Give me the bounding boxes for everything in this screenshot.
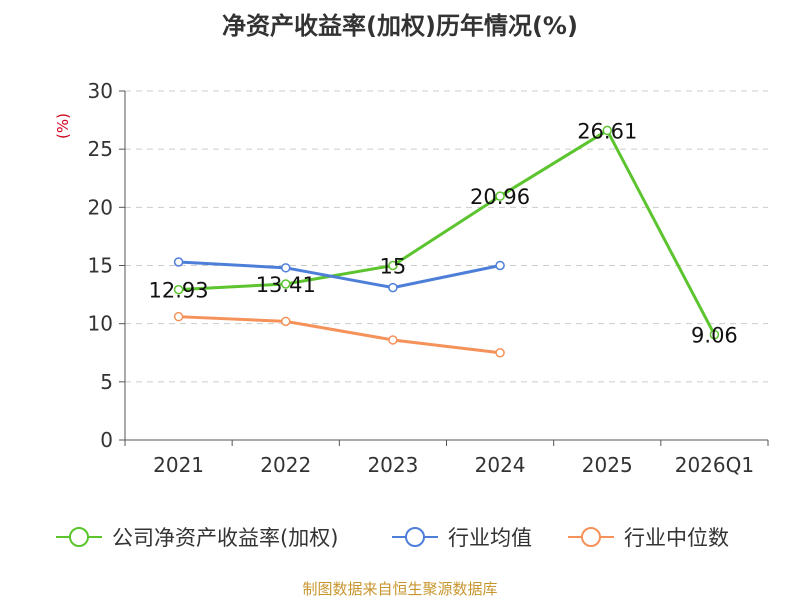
data-point: [281, 263, 291, 273]
data-point: [388, 260, 398, 271]
x-tick-label: 2023: [367, 453, 418, 477]
data-label: 20.96: [470, 185, 530, 209]
data-point: [495, 348, 505, 358]
legend-marker: [405, 527, 425, 547]
data-point: [495, 260, 505, 271]
y-tick-label: 15: [88, 254, 113, 278]
data-point: [173, 311, 184, 322]
x-tick-label: 2021: [153, 453, 204, 477]
data-point: [173, 257, 184, 267]
y-axis-label: (%): [54, 113, 72, 139]
series-line: [178, 128, 716, 336]
data-label: 12.93: [149, 279, 209, 303]
y-tick-label: 10: [88, 312, 113, 336]
data-label: 9.06: [691, 324, 738, 348]
x-tick-label: 2025: [582, 453, 633, 477]
data-point: [602, 125, 612, 136]
y-tick-label: 5: [100, 370, 113, 394]
chart-title: 净资产收益率(加权)历年情况(%): [222, 12, 578, 40]
data-point: [281, 279, 291, 289]
y-tick-label: 0: [100, 428, 113, 452]
y-tick-label: 25: [88, 137, 113, 161]
data-point: [281, 316, 291, 327]
data-label: 13.41: [256, 273, 316, 297]
data-label: 26.61: [577, 119, 637, 143]
source-note: 制图数据来自恒生聚源数据库: [302, 580, 498, 598]
data-label: 15: [380, 255, 407, 279]
x-tick-label: 2026Q1: [675, 453, 754, 477]
data-point: [495, 191, 505, 201]
legend-label: 行业中位数: [624, 526, 729, 550]
series-line: [178, 315, 501, 355]
x-tick-label: 2024: [475, 453, 526, 477]
legend-marker: [69, 527, 89, 547]
legend-marker: [581, 527, 601, 547]
y-tick-label: 30: [88, 79, 113, 103]
data-point: [173, 284, 184, 295]
data-point: [709, 329, 720, 340]
legend-label: 公司净资产收益率(加权): [112, 526, 338, 550]
data-point: [388, 335, 398, 345]
x-tick-label: 2022: [260, 453, 311, 477]
y-tick-label: 20: [88, 195, 113, 219]
series-line: [178, 260, 501, 290]
legend-label: 行业均值: [448, 526, 532, 550]
data-point: [388, 282, 398, 293]
